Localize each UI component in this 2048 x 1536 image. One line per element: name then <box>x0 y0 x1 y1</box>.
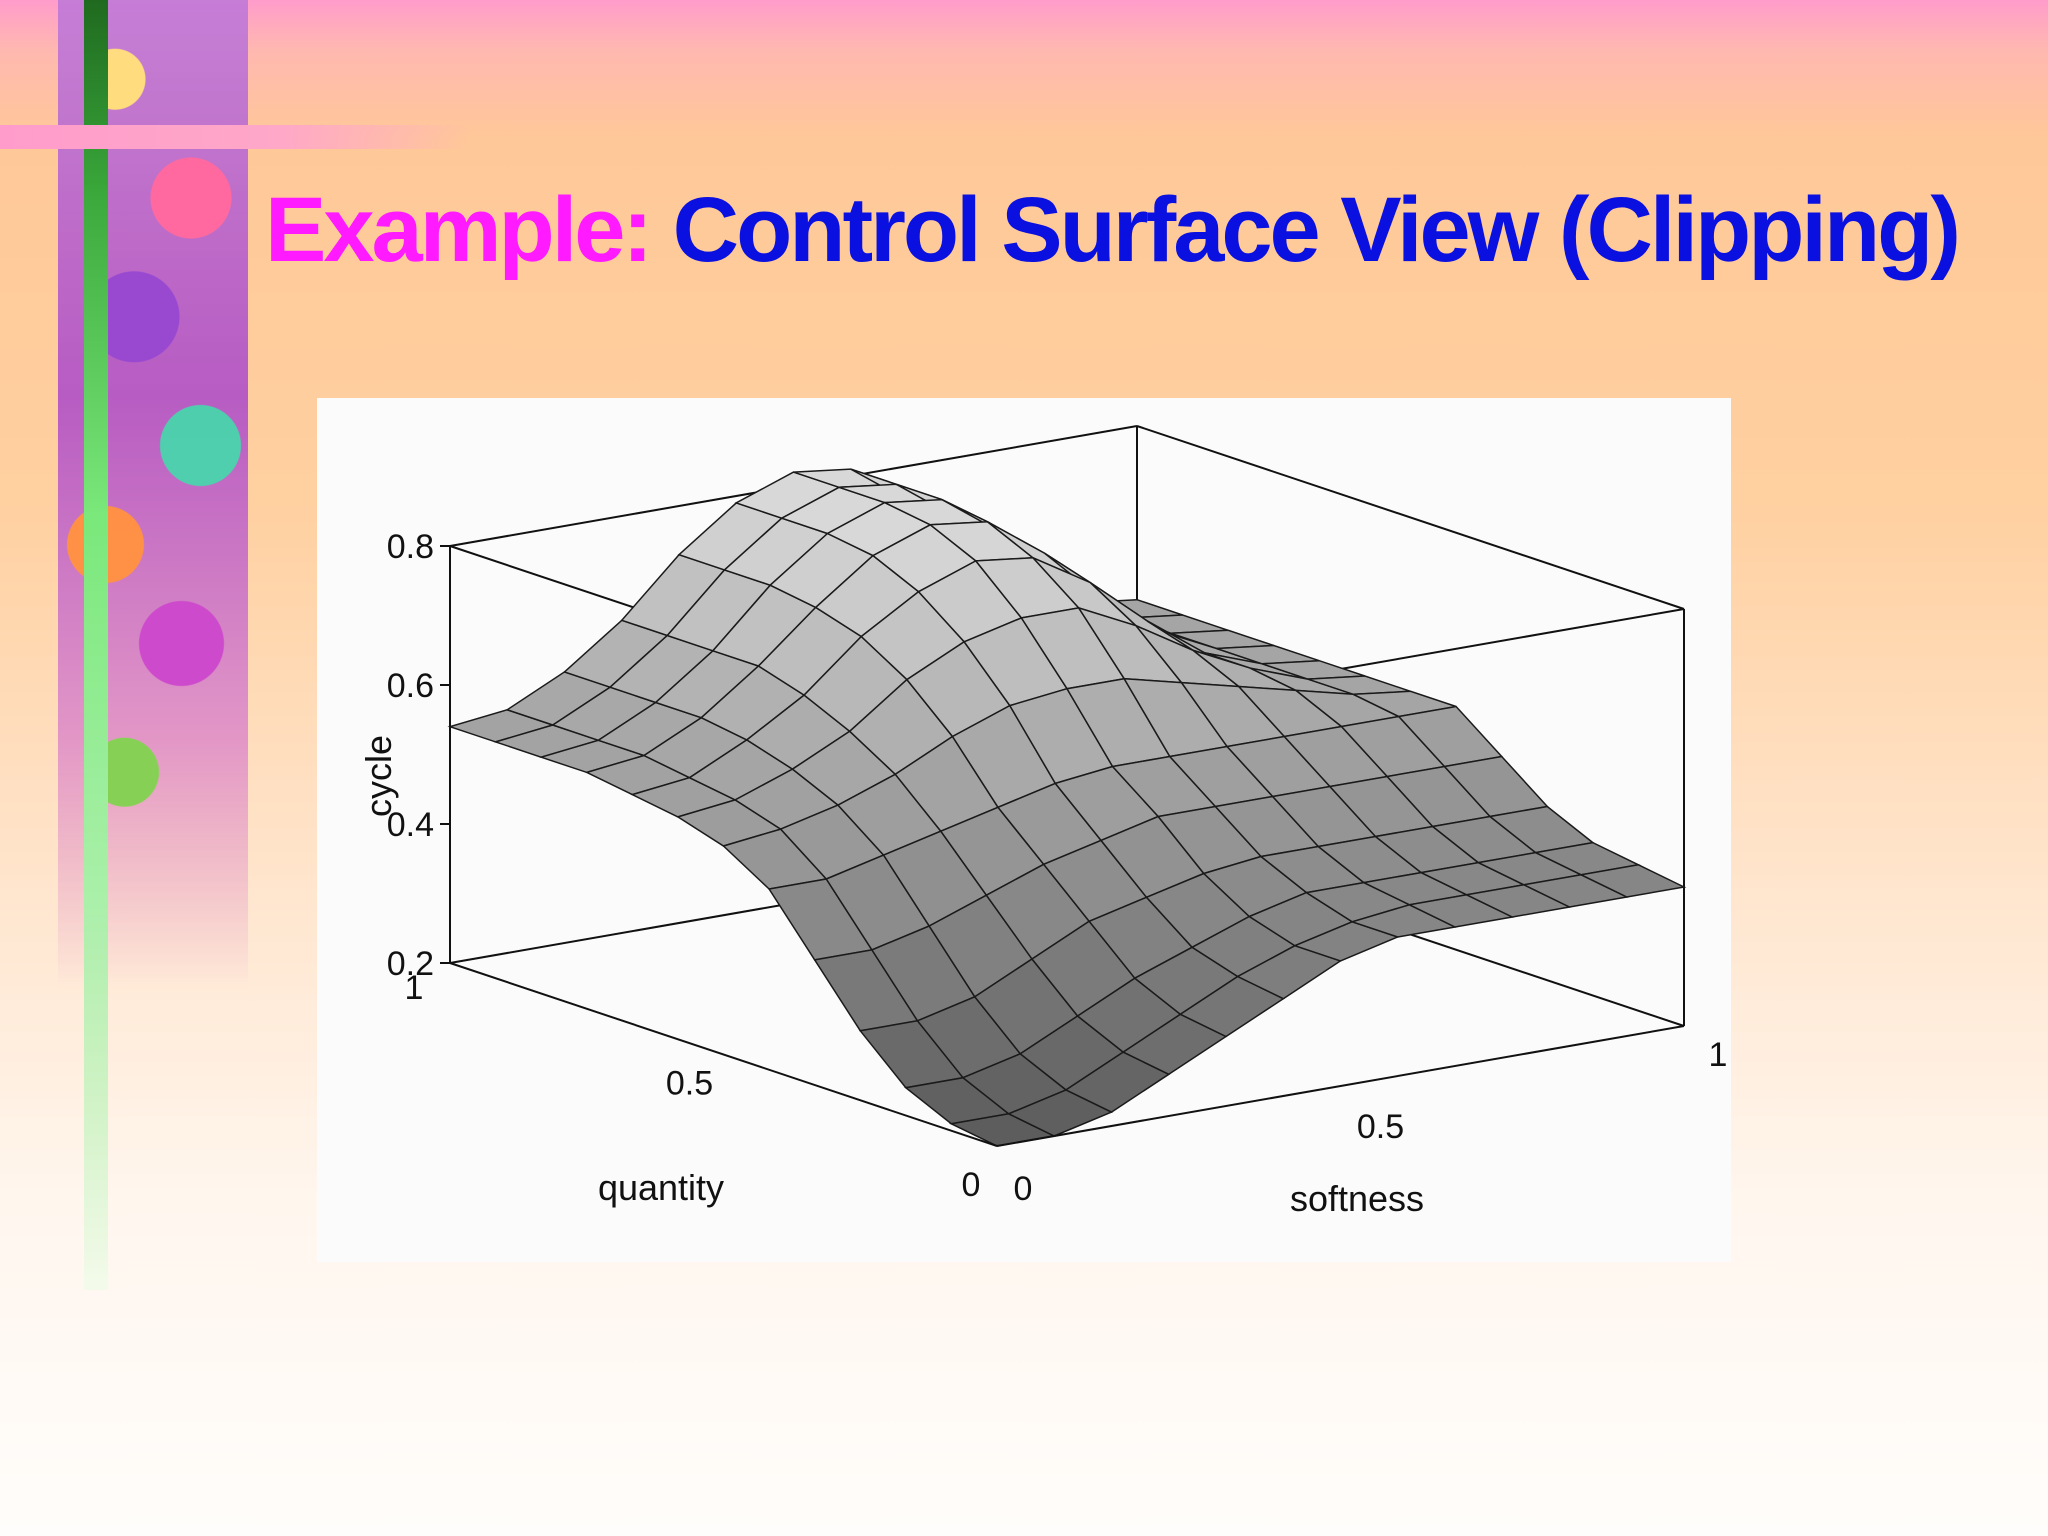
x-tick-label: 1 <box>1709 1036 1728 1074</box>
x-axis-label: softness <box>1290 1178 1424 1219</box>
title-prefix: Example: <box>265 179 653 281</box>
decorative-pink-line <box>0 125 470 149</box>
y-tick-label: 0.5 <box>666 1065 713 1103</box>
decorative-green-bar <box>84 0 108 1290</box>
surface-mesh <box>447 468 1687 1147</box>
z-axis-label: cycle <box>358 735 399 817</box>
axis-ticks: 0.2 0.4 0.6 0.8 0 0.5 1 0 0.5 1 <box>387 528 1728 1208</box>
box-edge <box>996 1025 1685 1147</box>
y-tick-label: 1 <box>405 969 424 1007</box>
surface-plot: 0.2 0.4 0.6 0.8 0 0.5 1 0 0.5 1 softness quantity… <box>358 425 1728 1219</box>
title-main: Control Surface View (Clipping) <box>650 179 1961 281</box>
z-tick-label: 0.2 <box>387 945 434 983</box>
surface-cell <box>1578 864 1687 898</box>
x-tick-label: 0.5 <box>1357 1108 1404 1146</box>
control-surface-chart: 0.2 0.4 0.6 0.8 0 0.5 1 0 0.5 1 softness quantity… <box>317 398 1731 1262</box>
z-tick-label: 0.8 <box>387 528 434 566</box>
x-tick-label: 0 <box>1014 1170 1033 1208</box>
box-edge <box>1136 425 1685 610</box>
z-tick-label: 0.4 <box>387 806 434 844</box>
y-tick-label: 0 <box>962 1166 981 1204</box>
plot-box-front <box>449 962 1685 1147</box>
box-edge <box>449 962 998 1147</box>
y-axis-label: quantity <box>598 1167 724 1208</box>
slide-title: Example: Control Surface View (Clipping) <box>265 178 1961 283</box>
z-tick-label: 0.6 <box>387 667 434 705</box>
